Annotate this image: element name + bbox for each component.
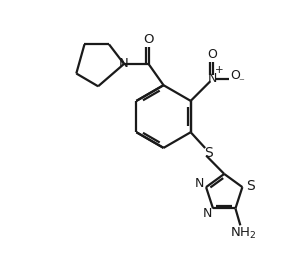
Text: S: S bbox=[245, 179, 254, 193]
Text: N: N bbox=[202, 207, 212, 220]
Text: NH$_2$: NH$_2$ bbox=[230, 226, 256, 241]
Text: S: S bbox=[205, 146, 213, 160]
Text: ⁻: ⁻ bbox=[238, 77, 244, 87]
Text: N: N bbox=[208, 72, 217, 85]
Text: O: O bbox=[208, 48, 217, 61]
Text: O: O bbox=[230, 69, 240, 82]
Text: N: N bbox=[119, 58, 129, 70]
Text: O: O bbox=[143, 33, 154, 46]
Text: +: + bbox=[215, 65, 223, 75]
Text: N: N bbox=[195, 177, 204, 190]
